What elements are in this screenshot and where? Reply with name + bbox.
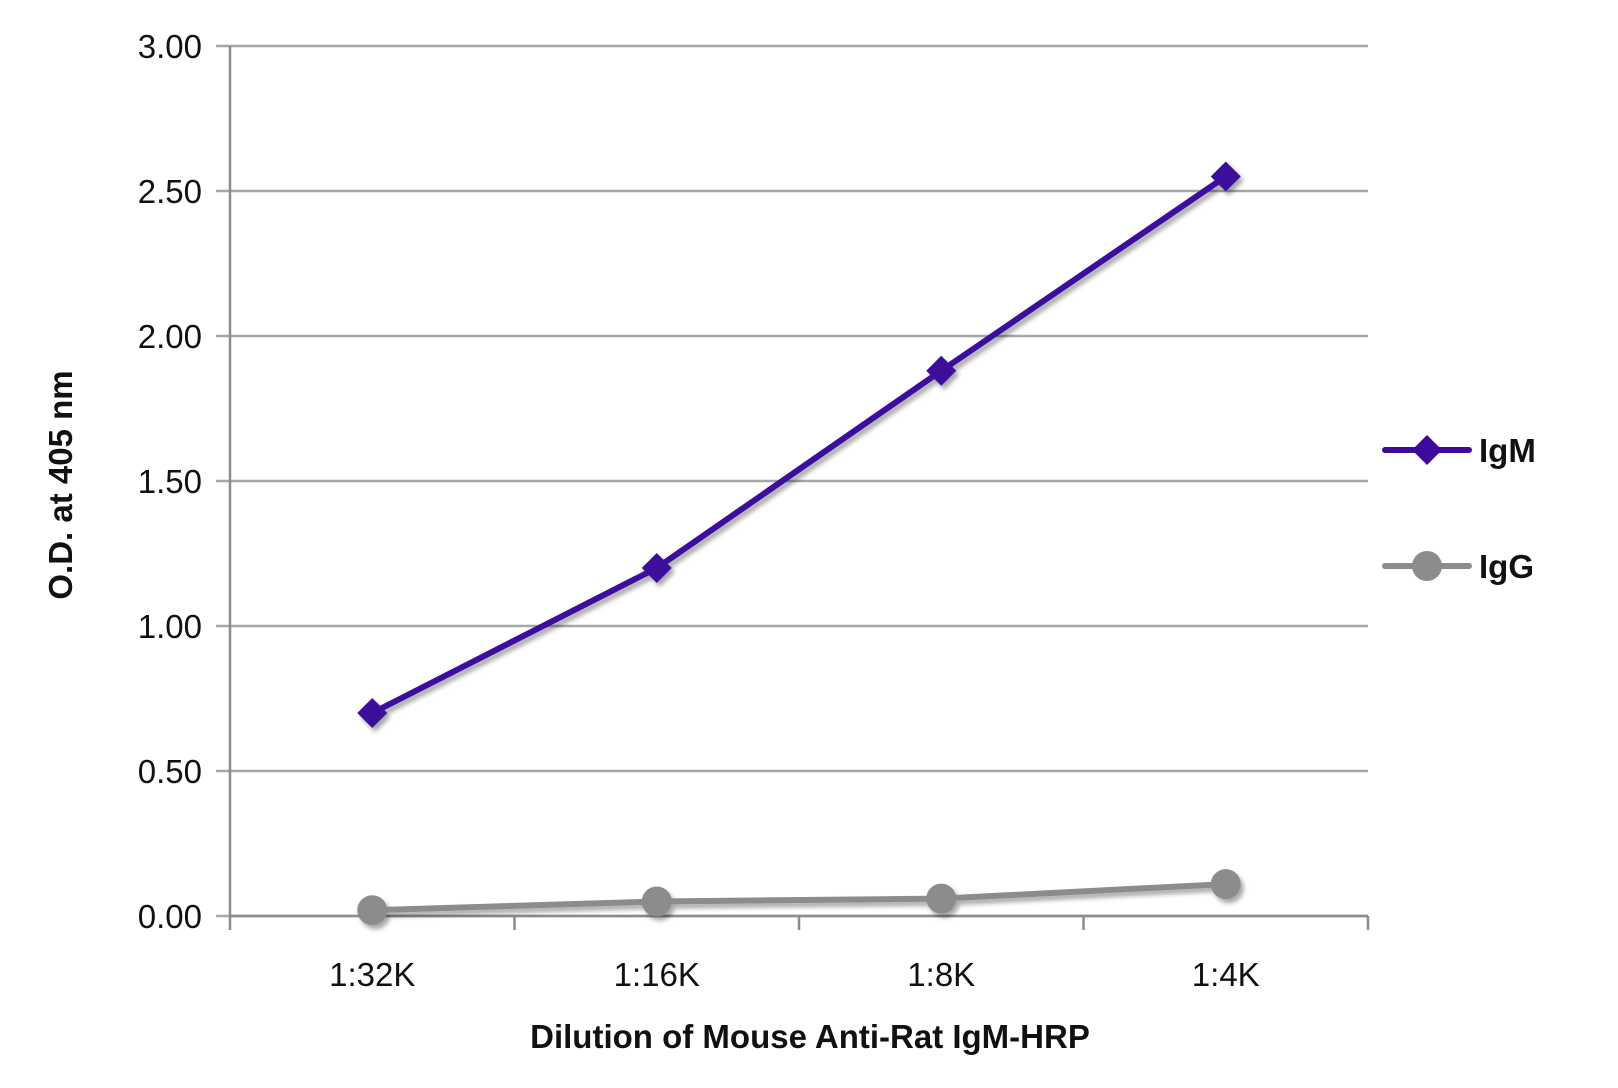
- series-line: [369, 881, 1229, 914]
- y-tick-label: 1.50: [138, 463, 202, 500]
- y-tick-label: 0.50: [138, 753, 202, 790]
- x-tick-label: 1:32K: [329, 956, 415, 993]
- series: [357, 161, 1241, 926]
- data-point-circle: [641, 886, 672, 917]
- series-igm: [357, 161, 1241, 728]
- data-point-diamond: [357, 698, 388, 728]
- y-tick-label: 2.50: [138, 173, 202, 210]
- series-igg: [357, 869, 1241, 926]
- y-axis-title: O.D. at 405 nm: [42, 370, 79, 599]
- legend: IgM IgG: [1382, 432, 1536, 585]
- x-axis-title: Dilution of Mouse Anti-Rat IgM-HRP: [530, 1018, 1090, 1055]
- legend-label: IgM: [1479, 432, 1536, 469]
- data-point-diamond: [926, 355, 957, 386]
- data-point-circle: [926, 883, 957, 914]
- legend-item-igg: IgG: [1382, 548, 1534, 585]
- tick-labels: 0.00 0.50 1.00 1.50 2.00 2.50 3.00 1:32K 1:16K 1:…: [138, 28, 1260, 993]
- y-tick-label: 0.00: [138, 898, 202, 935]
- x-tick-label: 1:8K: [907, 956, 975, 993]
- x-tick-label: 1:16K: [614, 956, 700, 993]
- series-line: [369, 173, 1229, 716]
- data-point-circle: [1210, 869, 1241, 900]
- y-tick-label: 3.00: [138, 28, 202, 65]
- data-point-diamond: [641, 553, 672, 583]
- data-point-diamond: [1210, 161, 1241, 192]
- data-point-diamond: [1412, 435, 1442, 465]
- x-tick-label: 1:4K: [1192, 956, 1260, 993]
- gridlines: [216, 44, 1368, 918]
- y-tick-label: 2.00: [138, 318, 202, 355]
- legend-item-igm: IgM: [1382, 432, 1536, 469]
- data-point-circle: [357, 895, 388, 926]
- axes: [228, 46, 1370, 930]
- legend-label: IgG: [1479, 548, 1534, 585]
- data-point-circle: [1412, 551, 1442, 581]
- y-tick-label: 1.00: [138, 608, 202, 645]
